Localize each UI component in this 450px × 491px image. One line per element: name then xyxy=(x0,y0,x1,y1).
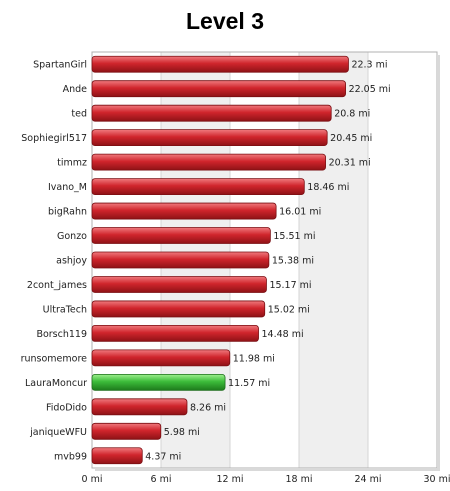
bar xyxy=(91,153,326,171)
value-label: 15.38 mi xyxy=(272,256,314,267)
x-tick-label: 30 mi xyxy=(423,474,450,485)
bar xyxy=(91,349,231,367)
plot-shadow-bottom xyxy=(95,468,440,471)
category-label: runsomemore xyxy=(21,353,88,364)
bar xyxy=(91,251,270,269)
x-axis-ticks: 0 mi 6 mi 12 mi 18 mi 24 mi 30 mi xyxy=(82,474,450,485)
category-labels: SpartanGirl Ande ted Sophiegirl517 timmz Ivan… xyxy=(21,60,88,463)
category-label: ashjoy xyxy=(56,256,87,267)
bars xyxy=(91,55,349,465)
value-labels: 22.3 mi 22.05 mi 20.8 mi 20.45 mi 20.31 mi 18… xyxy=(145,60,390,463)
value-label: 22.05 mi xyxy=(349,84,391,95)
category-label: Borsch119 xyxy=(36,329,87,340)
value-label: 11.57 mi xyxy=(228,378,270,389)
category-label: FidoDido xyxy=(46,402,87,413)
category-label: Gonzo xyxy=(57,231,87,242)
bar xyxy=(91,80,346,98)
chart-title: Level 3 xyxy=(186,8,264,34)
x-tick-label: 24 mi xyxy=(354,474,381,485)
value-label: 16.01 mi xyxy=(279,207,321,218)
value-label: 20.31 mi xyxy=(329,158,371,169)
bar xyxy=(91,422,162,440)
category-label: ted xyxy=(71,109,87,120)
bar xyxy=(91,129,328,147)
category-label: SpartanGirl xyxy=(33,60,87,71)
value-label: 8.26 mi xyxy=(190,402,226,413)
x-tick-label: 6 mi xyxy=(151,474,172,485)
value-label: 15.17 mi xyxy=(269,280,311,291)
value-label: 15.51 mi xyxy=(273,231,315,242)
category-label: LauraMoncur xyxy=(25,378,87,389)
bar xyxy=(91,55,349,73)
bar-highlight xyxy=(91,373,226,391)
value-label: 20.8 mi xyxy=(334,109,370,120)
value-label: 4.37 mi xyxy=(145,451,181,462)
value-label: 14.48 mi xyxy=(262,329,304,340)
value-label: 20.45 mi xyxy=(330,133,372,144)
category-label: bigRahn xyxy=(48,207,87,218)
bar xyxy=(91,276,267,293)
bar xyxy=(91,447,143,465)
category-label: Ande xyxy=(63,84,88,95)
category-label: 2cont_james xyxy=(27,280,87,291)
x-tick-label: 0 mi xyxy=(82,474,103,485)
x-tick-label: 18 mi xyxy=(285,474,312,485)
bar xyxy=(91,300,266,318)
bar xyxy=(91,104,332,122)
value-label: 5.98 mi xyxy=(164,427,200,438)
category-label: mvb99 xyxy=(54,451,87,462)
value-label: 18.46 mi xyxy=(307,182,349,193)
x-tick-label: 12 mi xyxy=(216,474,243,485)
category-label: Sophiegirl517 xyxy=(21,133,87,144)
value-label: 22.3 mi xyxy=(351,60,387,71)
bar xyxy=(91,227,271,244)
bar xyxy=(91,398,188,416)
category-label: timmz xyxy=(57,158,87,169)
value-label: 11.98 mi xyxy=(233,353,275,364)
plot-shadow-right xyxy=(437,55,440,471)
bar xyxy=(91,202,277,220)
category-label: janiqueWFU xyxy=(29,427,87,438)
bar xyxy=(91,325,259,342)
category-label: Ivano_M xyxy=(48,182,87,193)
category-label: UltraTech xyxy=(43,304,87,315)
bar xyxy=(91,178,305,195)
value-label: 15.02 mi xyxy=(268,304,310,315)
